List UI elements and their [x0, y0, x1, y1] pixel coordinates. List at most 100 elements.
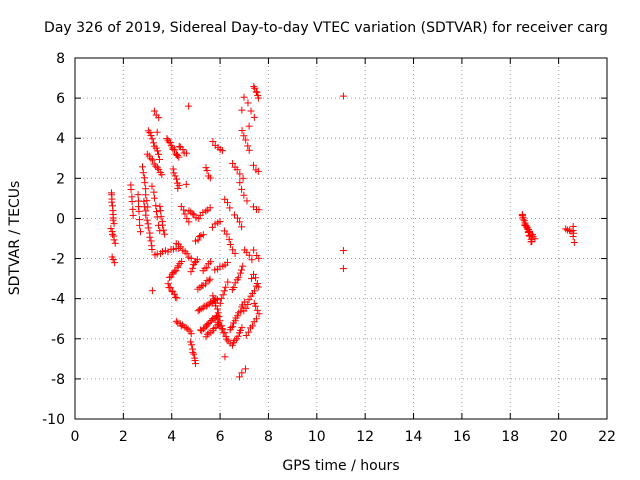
data-point — [250, 246, 258, 254]
data-point — [187, 268, 195, 276]
data-point — [177, 202, 185, 210]
data-point — [238, 324, 246, 332]
data-point — [198, 327, 206, 335]
data-point — [140, 203, 148, 211]
data-point — [147, 132, 155, 140]
data-point — [135, 207, 143, 215]
data-point — [189, 264, 197, 272]
data-point — [222, 283, 230, 291]
data-point — [136, 221, 144, 229]
data-point — [242, 304, 250, 312]
data-point — [339, 265, 347, 273]
data-point — [206, 318, 214, 326]
data-point — [251, 287, 259, 295]
y-tick-label: 4 — [56, 131, 65, 147]
data-point — [254, 167, 262, 175]
data-point — [206, 204, 214, 212]
data-point — [154, 147, 162, 155]
data-point — [204, 320, 212, 328]
data-point — [569, 226, 577, 234]
data-point — [152, 162, 160, 170]
data-point — [166, 284, 174, 292]
data-point — [250, 83, 258, 91]
data-point — [227, 324, 235, 332]
data-point — [172, 317, 180, 325]
data-point — [141, 179, 149, 187]
data-point — [209, 292, 217, 300]
data-point — [221, 329, 229, 337]
data-point — [570, 239, 578, 247]
data-point — [223, 335, 231, 343]
data-point — [209, 138, 217, 146]
data-point — [245, 251, 253, 259]
data-point — [175, 181, 183, 189]
data-point — [253, 306, 261, 314]
x-tick-label: 20 — [550, 429, 568, 445]
data-point — [237, 266, 245, 274]
data-point — [244, 300, 252, 308]
data-point — [185, 218, 193, 226]
data-point — [243, 197, 251, 205]
data-point — [255, 206, 263, 214]
data-point — [146, 233, 154, 241]
data-point — [153, 128, 161, 136]
data-point — [152, 202, 160, 210]
data-point — [248, 256, 256, 264]
data-point — [169, 165, 177, 173]
x-tick-label: 0 — [71, 429, 80, 445]
data-point — [147, 155, 155, 163]
data-point — [339, 92, 347, 100]
data-point — [173, 294, 181, 302]
data-points — [107, 83, 578, 381]
data-point — [245, 328, 253, 336]
data-point — [153, 208, 161, 216]
data-point — [229, 159, 237, 167]
data-point — [525, 227, 533, 235]
data-point — [215, 313, 223, 321]
y-axis-label: SDTVAR / TECUs — [7, 181, 23, 296]
data-point — [229, 323, 237, 331]
y-tick-label: -2 — [51, 252, 65, 268]
data-point — [234, 332, 242, 340]
data-point — [148, 135, 156, 143]
data-point — [238, 127, 246, 135]
data-point — [233, 166, 241, 174]
data-point — [234, 312, 242, 320]
data-point — [109, 216, 117, 224]
data-point — [238, 369, 246, 377]
data-point — [142, 211, 150, 219]
data-point — [212, 302, 220, 310]
data-point — [245, 122, 253, 130]
data-point — [167, 139, 175, 147]
x-tick-label: 6 — [216, 429, 225, 445]
data-point — [128, 198, 136, 206]
y-tick-label: 2 — [56, 171, 65, 187]
data-point — [174, 151, 182, 159]
data-point — [240, 132, 248, 140]
data-point — [142, 191, 150, 199]
data-point — [195, 306, 203, 314]
data-point — [221, 353, 229, 361]
data-point — [150, 139, 158, 147]
data-point — [224, 278, 232, 286]
data-point — [196, 232, 204, 240]
data-point — [175, 153, 183, 161]
data-point — [144, 127, 152, 135]
data-point — [164, 280, 172, 288]
data-point — [231, 249, 239, 257]
data-point — [213, 305, 221, 313]
data-point — [236, 269, 244, 277]
data-point — [218, 325, 226, 333]
data-point — [183, 324, 191, 332]
data-point — [163, 135, 171, 143]
data-point — [193, 256, 201, 264]
data-point — [174, 184, 182, 192]
data-point — [202, 280, 210, 288]
data-point — [111, 239, 119, 247]
data-point — [216, 299, 224, 307]
y-tick-label: -10 — [42, 412, 65, 428]
data-point — [155, 150, 163, 158]
data-point — [147, 237, 155, 245]
data-point — [195, 215, 203, 223]
x-axis: 0 2 4 6 8 10 12 14 16 18 20 22 — [71, 58, 616, 445]
